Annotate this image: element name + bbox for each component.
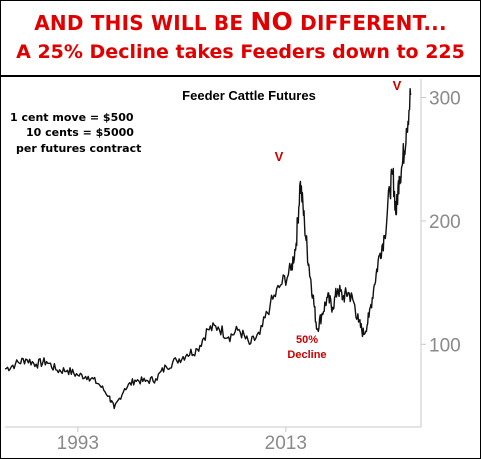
headline-line-2: A 25% Decline takes Feeders down to 225 <box>16 41 465 63</box>
y-tick-label: 200 <box>429 212 461 233</box>
decline-label-word: Decline <box>287 349 326 361</box>
peak-2-marker: V <box>393 78 402 93</box>
contract-note-3: per futures contract <box>16 142 142 155</box>
feeder-cattle-price-line <box>4 88 412 410</box>
y-tick-label: 300 <box>429 89 461 110</box>
peak-1-marker: V <box>275 149 284 164</box>
headline-line-1-a: AND THIS WILL BE <box>34 11 251 35</box>
headline-line-1: AND THIS WILL BE NO DIFFERENT... <box>1 7 480 36</box>
contract-note-2: 10 cents = $5000 <box>26 126 134 139</box>
headline-banner: AND THIS WILL BE NO DIFFERENT... A 25% D… <box>1 1 480 77</box>
headline-line-1-emphasis: NO <box>250 7 293 36</box>
headline-line-1-c: DIFFERENT... <box>292 11 447 35</box>
x-tick-label: 2013 <box>265 433 307 454</box>
y-tick-label: 100 <box>429 335 461 356</box>
decline-label-percent: 50% <box>296 334 318 346</box>
contract-note-1: 1 cent move = $500 <box>10 111 134 124</box>
chart-title: Feeder Cattle Futures <box>182 88 316 103</box>
x-tick-label: 1993 <box>57 433 99 454</box>
